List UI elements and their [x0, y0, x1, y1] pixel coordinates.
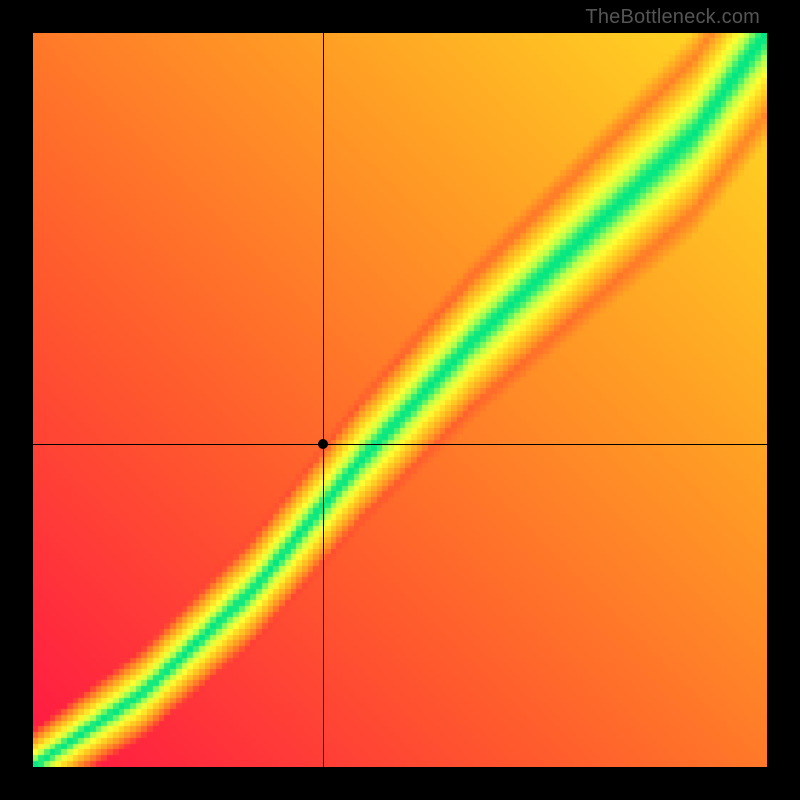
crosshair-vertical: [323, 33, 324, 767]
target-marker: [318, 439, 328, 449]
chart-container: TheBottleneck.com: [0, 0, 800, 800]
bottleneck-heatmap: [33, 33, 767, 767]
watermark-label: TheBottleneck.com: [585, 6, 760, 29]
crosshair-horizontal: [33, 444, 767, 445]
